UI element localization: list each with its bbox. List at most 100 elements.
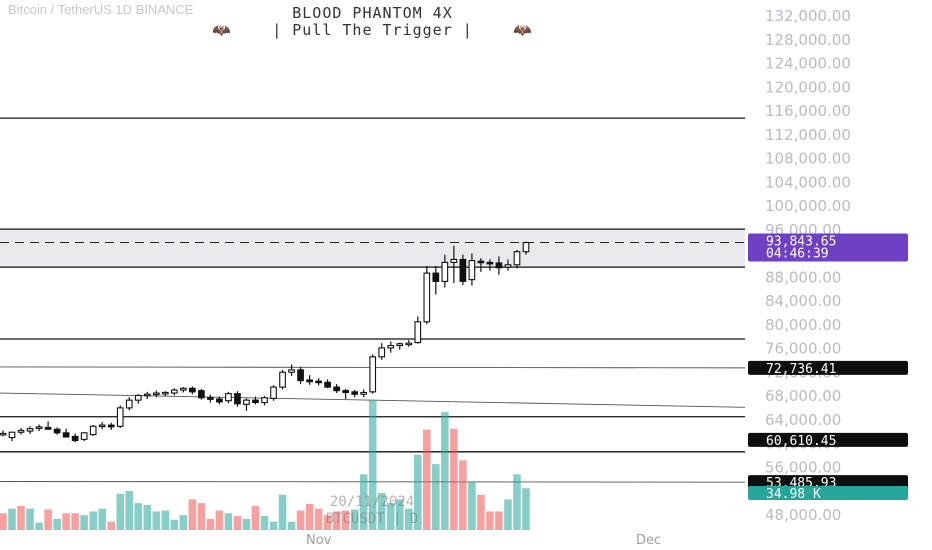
candle [333,384,340,394]
candle-body [152,392,160,396]
candle-body [387,344,395,349]
candle-body [198,390,205,399]
candle-body [243,399,250,405]
price-level-tag-text: 60,610.45 [766,434,836,449]
candle-body [143,393,151,397]
candle [396,342,404,350]
volume-bar [278,494,287,530]
candle [107,422,115,430]
volume-bar [89,511,97,530]
candle-body [125,399,133,409]
volume-bar [468,481,476,530]
candle-body [116,407,124,427]
volume-bar [305,504,314,530]
candle-body [414,321,422,344]
candle-body [333,386,340,392]
bat-icon: 🦇 [512,21,533,39]
candle-body [495,262,503,269]
volume-bar [504,499,512,530]
candle [143,391,151,399]
candle-body [513,251,521,266]
candle [288,364,295,376]
volume-bar [423,429,431,530]
y-tick-label: 84,000.00 [765,292,841,310]
candle [80,432,88,442]
candle-body [53,428,61,434]
volume-bar [287,521,296,530]
volume-bar [323,515,332,530]
candle-body [288,369,295,373]
volume-bar [224,513,233,530]
candle [450,245,458,284]
candle [134,394,142,404]
candle [513,249,521,269]
candle-body [504,264,512,268]
candle [44,421,52,430]
candle-body [270,386,277,399]
volume-bar [107,521,115,530]
candle-body [441,261,449,282]
candle-body [0,432,7,436]
candle [486,259,494,271]
candle-body [234,393,241,405]
symbol-label[interactable]: Bitcoin / TetherUS 1D BINANCE [8,2,194,17]
y-tick-label: 128,000.00 [765,31,851,49]
volume-tag [748,486,908,500]
candle [252,396,259,405]
candle-body [432,272,440,282]
volume-bar [414,454,422,530]
candle [125,397,133,411]
candle [17,428,25,435]
candle [26,426,34,434]
candle-body [26,428,34,432]
volume-bar [486,511,494,530]
y-tick-label: 76,000.00 [765,340,841,358]
candle-body [89,425,97,436]
y-tick-label: 112,000.00 [765,126,851,144]
candle [243,398,250,411]
candle-body [459,258,467,282]
candle [360,389,368,398]
candle-body [369,356,377,393]
candle-body [170,389,178,394]
volume-tag-text: 34.98 K [766,487,821,502]
volume-bar [269,521,278,530]
y-tick-label: 100,000.00 [765,197,851,215]
x-tick-nov: Nov [306,533,332,548]
y-tick-label: 88,000.00 [765,268,841,286]
candle [477,258,485,272]
y-tick-label: 132,000.00 [765,7,851,25]
price-level-tag-text: 72,736.41 [766,362,836,377]
y-tick-label: 108,000.00 [765,150,851,168]
candle [495,256,503,275]
watermark-ticker: BTCUSDT | D [325,511,419,527]
candle [216,396,223,405]
indicator-title: BLOOD PHANTOM 4X [292,4,453,22]
candle-body [324,381,331,388]
volume-bar [197,503,206,530]
volume-bar [432,464,440,530]
candle [279,369,286,390]
candle [387,341,395,353]
countdown-text: 04:46:39 [766,247,829,262]
candle [369,354,377,394]
volume-bar [0,513,7,530]
candle-body [179,387,187,391]
candle-body [468,260,476,281]
y-tick-label: 124,000.00 [765,55,851,73]
candle [198,388,205,400]
candle [468,253,476,286]
y-tick-label: 104,000.00 [765,173,851,191]
candle-body [297,369,304,382]
current-price-tag [748,233,908,262]
candle-body [486,261,494,265]
volume-bar [215,510,224,530]
price-level-tag [748,360,908,375]
volume-bar [62,513,70,530]
candle-body [261,397,268,404]
candle [170,388,178,396]
candle-body [225,393,232,402]
volume-bar [44,509,52,530]
candle [62,428,70,438]
